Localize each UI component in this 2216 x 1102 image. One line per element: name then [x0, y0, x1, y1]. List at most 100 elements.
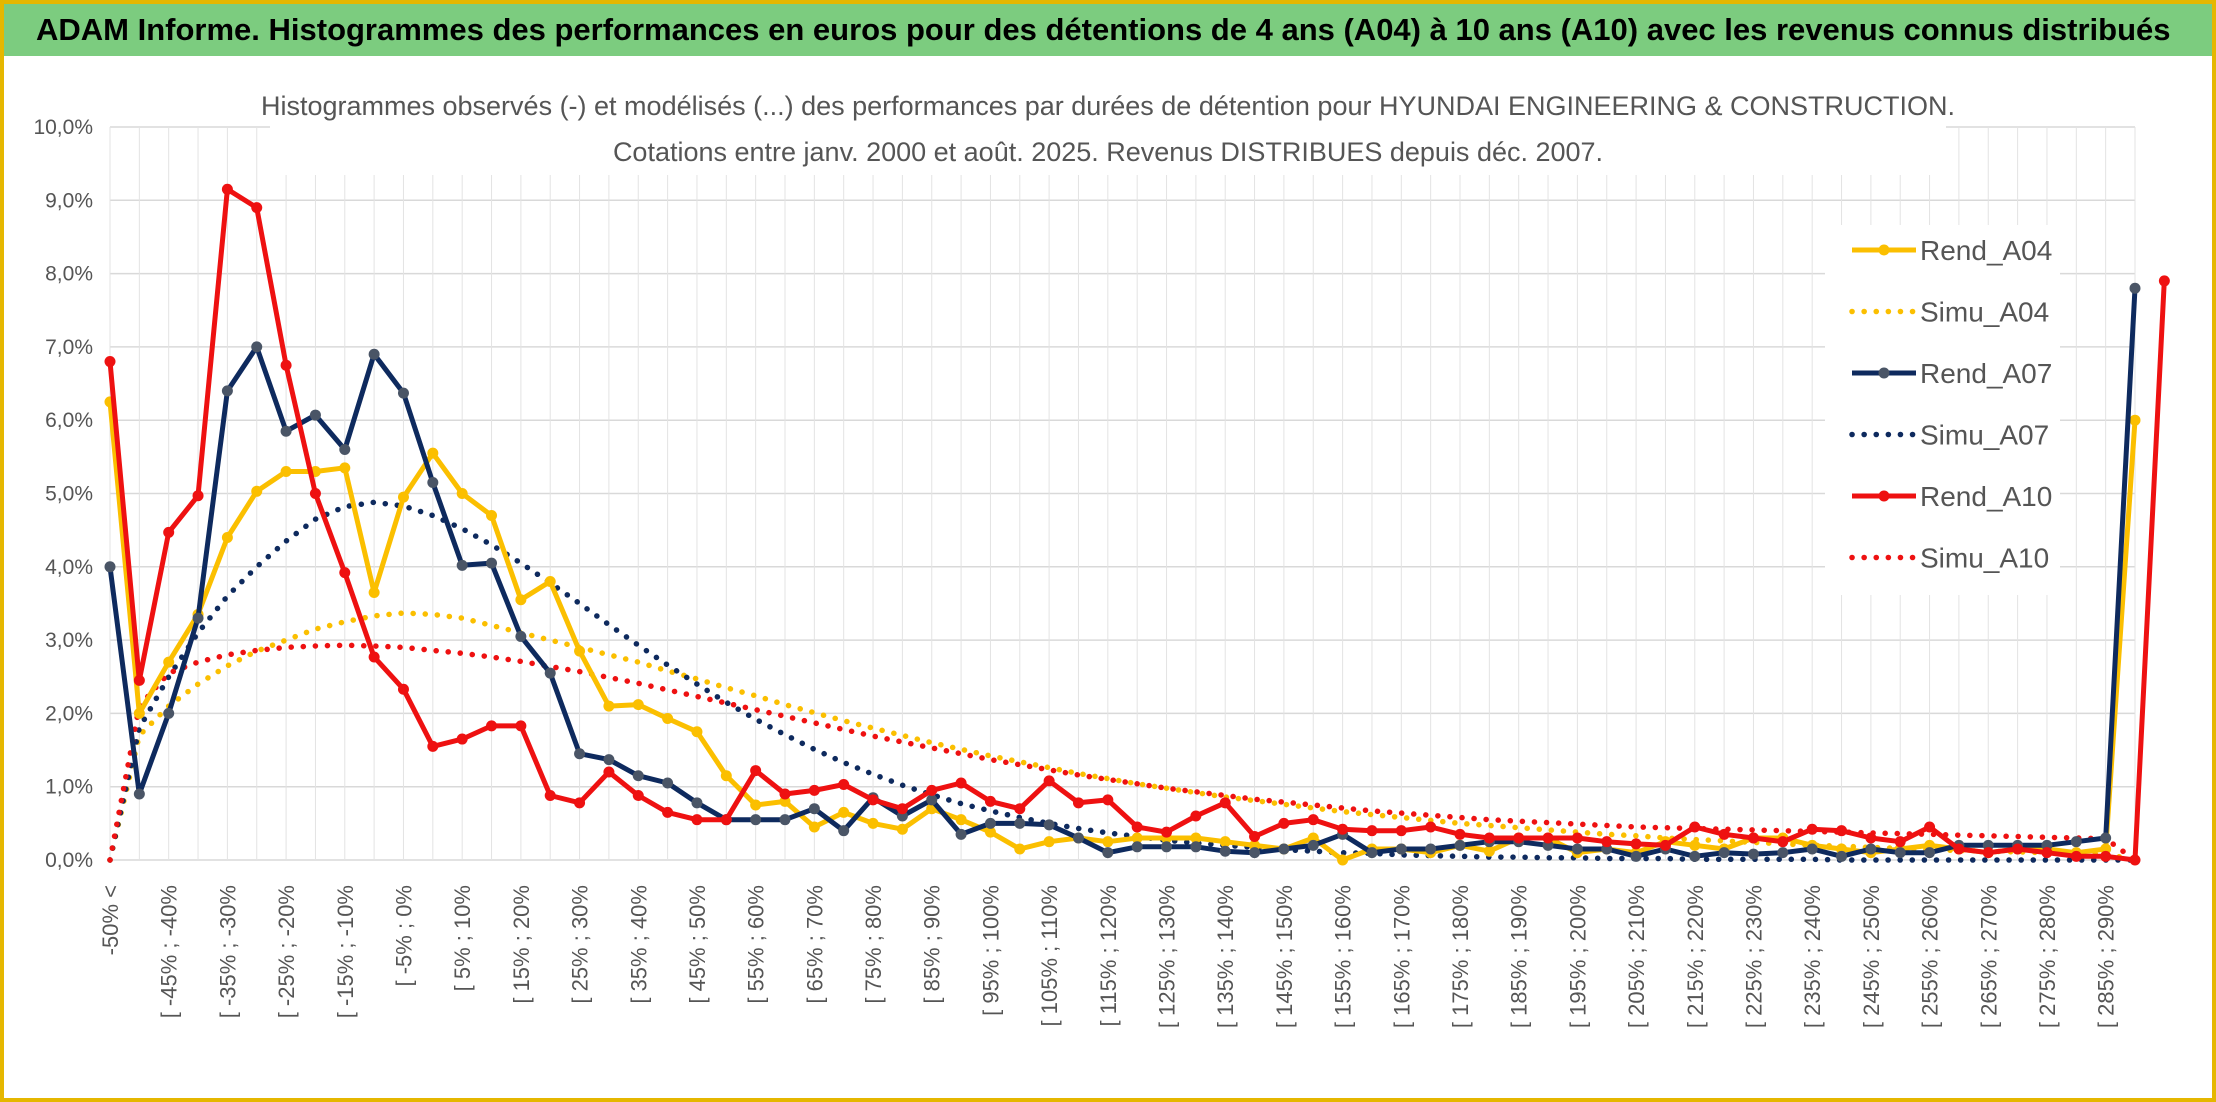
x-tick-label: [ -35% ; -30%	[215, 885, 240, 1018]
data-point	[456, 733, 468, 745]
series-simu_a10	[107, 642, 2138, 863]
data-point	[192, 490, 204, 502]
legend-item: Simu_A10	[1849, 543, 2049, 574]
data-point	[192, 612, 204, 624]
data-point	[486, 720, 498, 732]
data-point	[720, 770, 732, 782]
data-point	[1689, 850, 1701, 862]
data-point	[280, 466, 292, 478]
x-tick-label: [ 115% ; 120%	[1096, 885, 1121, 1026]
data-point	[838, 806, 850, 818]
series-rend_a07	[104, 282, 2141, 862]
x-tick-label: [ 125% ; 130%	[1155, 885, 1180, 1028]
data-point	[1043, 836, 1055, 848]
data-point	[1102, 794, 1114, 806]
data-point	[251, 341, 263, 353]
data-point	[133, 788, 145, 800]
data-point	[691, 726, 703, 738]
data-point	[251, 202, 263, 214]
data-point	[691, 797, 703, 809]
data-point	[486, 557, 498, 569]
data-point	[632, 789, 644, 801]
x-tick-label: [ 85% ; 90%	[920, 885, 945, 1004]
data-point	[2129, 414, 2141, 426]
data-point	[867, 794, 879, 806]
data-point	[133, 674, 145, 686]
data-point	[163, 656, 175, 668]
data-point	[1072, 832, 1084, 844]
x-tick-label: [ 5% ; 10%	[450, 885, 475, 991]
x-tick-label: [ 275% ; 280%	[2035, 885, 2060, 1028]
y-tick-label: 5,0%	[45, 483, 93, 506]
data-point	[662, 806, 674, 818]
data-point	[574, 797, 586, 809]
data-point	[1219, 797, 1231, 809]
x-tick-label: [ 195% ; 200%	[1565, 885, 1590, 1028]
data-point	[1219, 845, 1231, 857]
y-tick-label: 2,0%	[45, 702, 93, 725]
y-axis-ticks: 0,0% 1,0% 2,0% 3,0% 4,0% 5,0% 6,0% 7,0% 8,0% 9,0%…	[33, 116, 93, 872]
data-point	[1894, 836, 1906, 848]
data-point	[632, 699, 644, 711]
data-point	[1777, 836, 1789, 848]
data-point	[544, 789, 556, 801]
chart-title-line-2: Cotations entre janv. 2000 et août. 2025…	[613, 137, 1603, 167]
data-point	[808, 803, 820, 815]
x-axis-ticks: -50% < [ -45% ; -40% [ -35% ; -30% [ -25% ;…	[98, 885, 2119, 1028]
data-point	[133, 707, 145, 719]
data-point	[104, 356, 116, 368]
legend-label: Rend_A10	[1920, 481, 2052, 512]
data-point	[1454, 839, 1466, 851]
data-point	[1102, 847, 1114, 859]
data-point	[486, 509, 498, 521]
data-point	[896, 803, 908, 815]
x-tick-label: [ -15% ; -10%	[333, 885, 358, 1018]
legend-item: Simu_A04	[1849, 297, 2049, 328]
y-tick-label: 9,0%	[45, 189, 93, 212]
x-tick-label: [ 15% ; 20%	[509, 885, 534, 1004]
data-point	[368, 348, 380, 360]
data-point	[1395, 825, 1407, 837]
data-point	[397, 491, 409, 503]
data-point	[838, 779, 850, 791]
data-point	[397, 683, 409, 695]
data-point	[1043, 775, 1055, 787]
data-point	[896, 823, 908, 835]
data-point	[838, 825, 850, 837]
x-tick-label: [ 65% ; 70%	[802, 885, 827, 1004]
chart-series	[104, 183, 2170, 866]
data-point	[397, 387, 409, 399]
x-tick-label: [ 165% ; 170%	[1389, 885, 1414, 1028]
data-point	[280, 359, 292, 371]
x-tick-label: [ 255% ; 260%	[1918, 885, 1943, 1028]
data-point	[750, 814, 762, 826]
x-tick-label: [ 145% ; 150%	[1272, 885, 1297, 1028]
legend-marker	[1878, 367, 1890, 379]
data-point	[1953, 843, 1965, 855]
data-point	[1689, 821, 1701, 833]
data-point	[1836, 850, 1848, 862]
data-point	[1014, 817, 1026, 829]
data-point	[1571, 843, 1583, 855]
chart-title-line-1: Histogrammes observés (-) et modélisés (…	[261, 91, 1955, 121]
data-point	[221, 183, 233, 195]
data-point	[808, 784, 820, 796]
data-point	[867, 817, 879, 829]
x-tick-label: [ 225% ; 230%	[1741, 885, 1766, 1028]
data-point	[955, 777, 967, 789]
data-point	[1190, 832, 1202, 844]
data-point	[1718, 828, 1730, 840]
data-point	[1747, 832, 1759, 844]
data-point	[427, 447, 439, 459]
data-point	[2100, 832, 2112, 844]
data-point	[309, 488, 321, 499]
data-point	[1337, 854, 1349, 866]
data-point	[1865, 832, 1877, 844]
data-point	[2100, 850, 2112, 862]
data-point	[1131, 821, 1143, 833]
data-point	[1366, 847, 1378, 859]
data-point	[750, 765, 762, 777]
data-point	[515, 630, 527, 642]
y-tick-label: 4,0%	[45, 556, 93, 579]
